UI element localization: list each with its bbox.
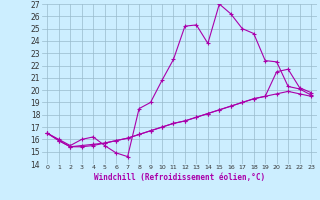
X-axis label: Windchill (Refroidissement éolien,°C): Windchill (Refroidissement éolien,°C)	[94, 173, 265, 182]
